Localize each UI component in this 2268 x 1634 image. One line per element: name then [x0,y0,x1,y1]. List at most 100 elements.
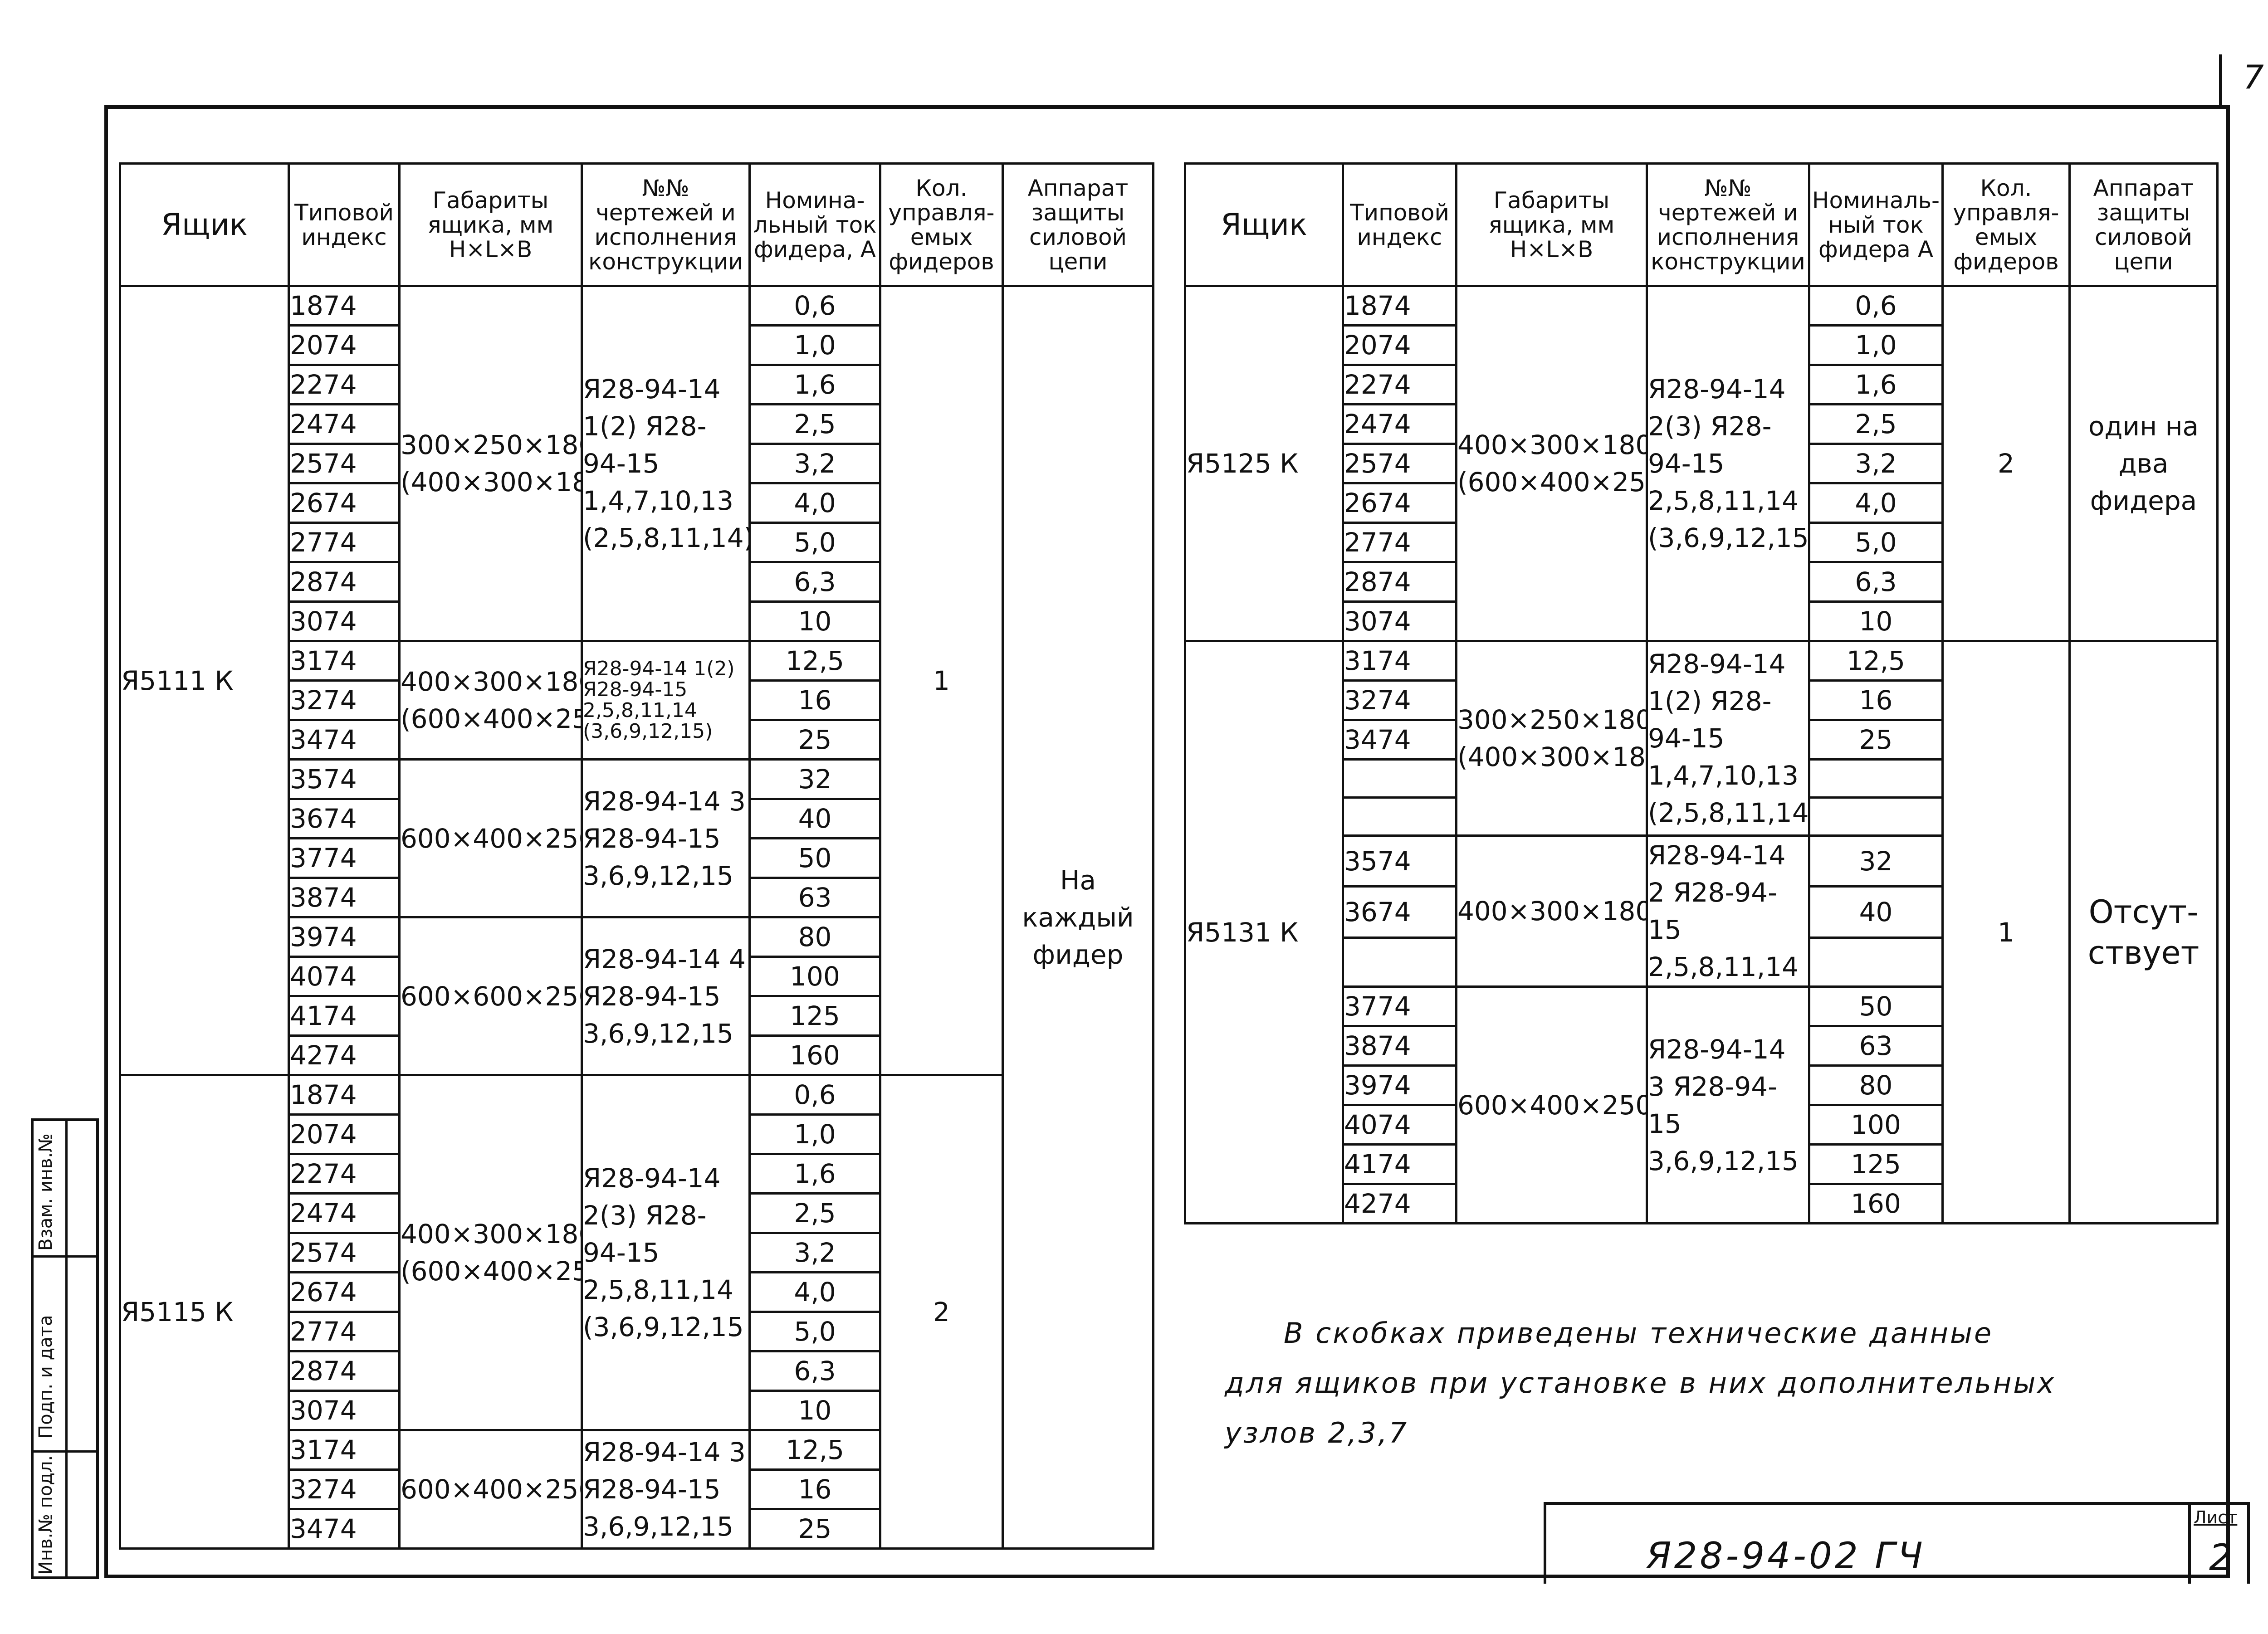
rated-current: 6,3 [748,561,881,603]
stamp-inv-no: Инв.№ подл. [35,1455,56,1575]
rated-current: 5,0 [748,1311,881,1352]
rated-current: 0,6 [1808,285,1944,327]
header-current: Номина-льный ток фидера, А [748,162,881,287]
header-box: Ящик [119,162,290,287]
rated-current: 3,2 [748,1232,881,1273]
rated-current [1808,936,1944,988]
rated-current: 16 [748,1468,881,1510]
type-index: 2674 [1342,482,1457,524]
box-name: Я5125 К [1184,285,1344,642]
footnote: В скобках приведены технические данные д… [1225,1308,2056,1458]
rated-current: 16 [748,679,881,721]
rated-current: 4,0 [1808,482,1944,524]
type-index: 3574 [288,758,401,800]
box-dimensions: 400×300×180 (600×400×250) [398,640,583,761]
feeder-count: 2 [879,1074,1004,1550]
type-index: 4174 [1342,1143,1457,1185]
type-index [1342,936,1457,988]
rated-current: 3,2 [748,443,881,484]
box-name: Я5131 К [1184,640,1344,1224]
stamp-cell-border [34,1450,96,1453]
box-dimensions: 300×250×180 (400×300×180) [1455,640,1648,837]
rated-current: 10 [1808,600,1944,642]
type-index: 4274 [1342,1183,1457,1224]
rated-current: 4,0 [748,1271,881,1313]
drawing-numbers: Я28-94-14 3 Я28-94-15 3,6,9,12,15 [581,1429,751,1550]
feeder-count: 2 [1941,285,2071,642]
rated-current: 0,6 [748,285,881,327]
rated-current: 32 [748,758,881,800]
drawing-numbers: Я28-94-14 3 Я28-94-15 3,6,9,12,15 [1646,985,1810,1224]
type-index: 3274 [288,1468,401,1510]
type-index: 2274 [288,364,401,405]
protection-device: Отсут-ствует [2068,640,2219,1224]
box-dimensions: 600×400×250 [1455,985,1648,1224]
rated-current: 40 [1808,885,1944,939]
type-index: 2674 [288,482,401,524]
rated-current: 6,3 [748,1350,881,1392]
protection-device: один на два фидера [2068,285,2219,642]
type-index: 4174 [288,995,401,1037]
type-index: 2874 [288,1350,401,1392]
box-dimensions: 300×250×180 (400×300×180) [398,285,583,642]
rated-current: 25 [1808,719,1944,761]
box-dimensions: 600×400×250 [398,758,583,918]
rated-current: 160 [1808,1183,1944,1224]
box-dimensions: 400×300×180 (600×400×250 [398,1074,583,1431]
type-index: 2574 [288,443,401,484]
type-index: 1874 [288,1074,401,1116]
rated-current: 10 [748,1390,881,1431]
type-index: 3274 [288,679,401,721]
rated-current: 125 [1808,1143,1944,1185]
footnote-line: узлов 2,3,7 [1225,1416,1409,1449]
header-dimensions: Габариты ящика, мм H×L×B [398,162,583,287]
type-index: 3074 [288,600,401,642]
type-index: 3974 [1342,1064,1457,1106]
footnote-line: В скобках приведены технические данные [1284,1317,1994,1350]
title-block: Я28-94-02 ГЧ Лист 2 [1544,1502,2250,1584]
box-dimensions: 400×300×180 (600×400×250) [1455,285,1648,642]
rated-current: 63 [748,877,881,918]
type-index: 2774 [288,1311,401,1352]
stamp-signature-date: Подп. и дата [35,1315,56,1439]
rated-current: 1,6 [1808,364,1944,405]
type-index: 3474 [288,719,401,761]
type-index: 1874 [288,285,401,327]
header-feeders: Кол. управля-емых фидеров [1941,162,2071,287]
stamp-divider [65,1121,68,1576]
drawing-numbers: Я28-94-14 4 Я28-94-15 3,6,9,12,15 [581,916,751,1076]
drawing-numbers: Я28-94-14 3 Я28-94-15 3,6,9,12,15 [581,758,751,918]
header-index: Типовой индекс [1342,162,1457,287]
rated-current: 80 [748,916,881,958]
header-dimensions: Габариты ящика, мм H×L×B [1455,162,1648,287]
stamp-cell-border [34,1255,96,1258]
box-dimensions: 400×300×180 [1455,834,1648,988]
type-index: 2474 [288,1192,401,1234]
drawing-frame [104,105,2230,1578]
rated-current: 100 [1808,1104,1944,1146]
type-index: 3174 [1342,640,1457,682]
type-index: 3474 [1342,719,1457,761]
rated-current: 32 [1808,834,1944,888]
header-protection: Аппарат защиты силовой цепи [1002,162,1154,287]
type-index: 3474 [288,1508,401,1550]
type-index: 2874 [1342,561,1457,603]
stamp-replaced-inv: Взам. инв.№ [35,1133,56,1251]
page-number: 7 [2243,58,2264,96]
sheet-number: 2 [2209,1536,2232,1579]
header-drawings: №№ чертежей и исполнения конструкции [581,162,751,287]
rated-current: 4,0 [748,482,881,524]
type-index: 3074 [288,1390,401,1431]
rated-current: 160 [748,1034,881,1076]
type-index: 2074 [288,1113,401,1155]
type-index: 2774 [288,522,401,563]
header-current: Номиналь-ный ток фидера А [1808,162,1944,287]
type-index [1342,758,1457,799]
type-index: 3974 [288,916,401,958]
rated-current: 2,5 [1808,403,1944,445]
box-name: Я5111 К [119,285,290,1076]
type-index: 2074 [1342,324,1457,366]
rated-current: 80 [1808,1064,1944,1106]
box-name: Я5115 К [119,1074,290,1550]
rated-current: 50 [748,837,881,879]
